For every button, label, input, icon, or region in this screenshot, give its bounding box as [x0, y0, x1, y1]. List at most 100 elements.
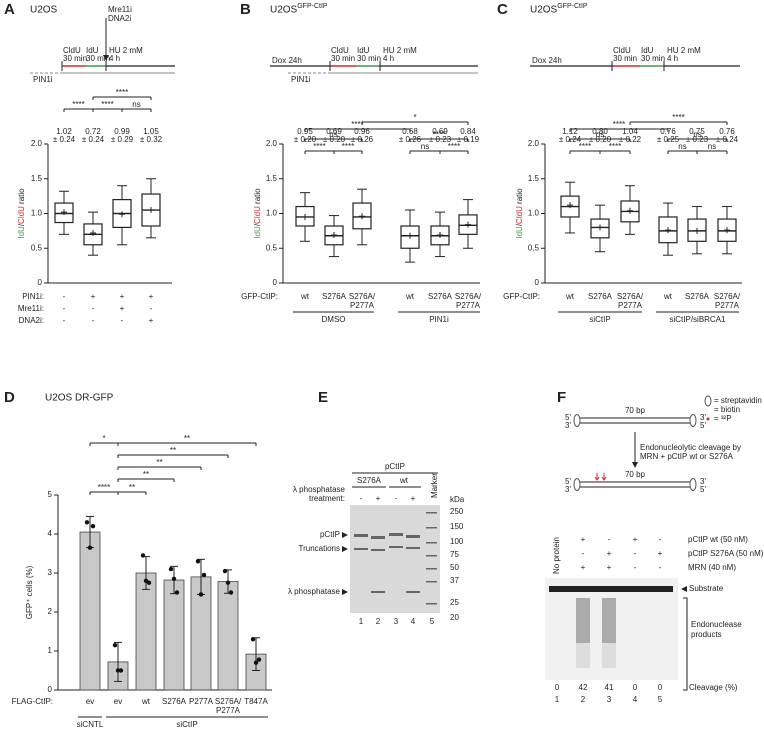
data-point — [87, 545, 93, 550]
y-tick-label: 1.0 — [31, 209, 43, 218]
schematic-label: 30 min — [613, 54, 637, 63]
significance-label: ns — [678, 142, 686, 151]
schematic-label: 4 h — [383, 54, 394, 63]
lane-number: 5 — [658, 695, 663, 704]
data-point — [201, 572, 207, 578]
mean-marker — [90, 229, 96, 236]
schematic-label: IdU — [86, 46, 99, 55]
schematic-label: HU 2 mM — [109, 46, 143, 55]
data-point — [90, 524, 96, 529]
condition-value: - — [63, 304, 66, 313]
group-label: PIN1i — [429, 315, 449, 324]
title-sup: GFP-CtIP — [297, 3, 328, 10]
x-tick-label: S276A — [428, 292, 453, 301]
streptavidin — [573, 478, 581, 491]
stat-label: 0.95 — [297, 127, 313, 136]
substrate-arrow — [681, 586, 687, 592]
condition-value: - — [121, 316, 124, 325]
cleavage-value: 41 — [605, 683, 614, 692]
panel-letter: A — [4, 1, 15, 18]
strand-end: 5' — [700, 421, 706, 430]
condition-value: + — [149, 292, 154, 301]
y-tick-label: 2 — [48, 607, 53, 616]
significance-label: ns — [693, 130, 701, 139]
significance-label: ns — [329, 130, 337, 139]
row-label: MRN (40 nM) — [688, 563, 736, 572]
bar — [79, 531, 101, 691]
row-label: GFP-CtIP: — [503, 292, 540, 301]
y-tick-label: 2.0 — [266, 139, 278, 148]
significance-label: * — [413, 113, 416, 122]
x-tick-label: S276A — [322, 292, 347, 301]
schematic-label: CldU — [63, 46, 81, 55]
chart-title: U2OS DR-GFP — [45, 393, 114, 404]
y-tick-label: 2.0 — [528, 139, 540, 148]
condition-value: + — [120, 304, 125, 313]
x-tick-label: T847A — [244, 697, 268, 706]
significance-label: **** — [342, 142, 354, 151]
strand-end: 5' — [565, 477, 571, 486]
row-label: GFP-CtIP: — [241, 292, 278, 301]
stat-label: 1.02 — [56, 127, 72, 136]
data-point — [253, 660, 259, 665]
panel-letter: B — [240, 1, 251, 18]
streptavidin — [573, 414, 581, 427]
significance-label: ns — [596, 130, 604, 139]
schematic-label: 4 h — [667, 54, 678, 63]
x-tick-label: P277A — [216, 706, 241, 715]
strand-end: 5' — [700, 485, 706, 494]
y-label-part: IdU — [253, 226, 262, 239]
condition-value: - — [92, 316, 95, 325]
cleavage-value: 0 — [555, 683, 560, 692]
gel-sign: + — [376, 494, 381, 503]
group-label: siCtIP — [176, 720, 197, 729]
band-label: Truncations — [299, 544, 341, 553]
group-label: siCtIP/siBRCA1 — [669, 315, 726, 324]
stat-label: 0.76 — [660, 127, 676, 136]
significance-label: **** — [351, 120, 363, 129]
mean-marker — [465, 221, 471, 228]
stat-label: ± 0.25 — [657, 135, 680, 144]
x-tick-label: S276A — [162, 697, 187, 706]
lane-number: 1 — [555, 695, 560, 704]
schematic-label: HU 2 mM — [383, 46, 417, 55]
significance-label: ns — [132, 100, 140, 109]
data-point — [146, 580, 152, 585]
y-tick-label: 1.0 — [266, 209, 278, 218]
data-point — [168, 566, 174, 572]
significance-label: ns — [708, 142, 716, 151]
data-point — [222, 568, 228, 574]
gel-label: Marker — [430, 473, 439, 498]
mean-marker — [61, 209, 67, 216]
row-label: Cleavage (%) — [689, 683, 738, 692]
data-point — [195, 559, 201, 564]
gel-label: treatment: — [309, 494, 345, 503]
lane-number: 4 — [411, 617, 416, 626]
schematic-label: 30 min — [641, 54, 665, 63]
condition-value: - — [150, 304, 153, 313]
stat-label: 1.12 — [562, 127, 578, 136]
gel — [350, 505, 440, 613]
y-tick-label: 1.0 — [528, 209, 540, 218]
strand-end: 3' — [700, 477, 706, 486]
stat-label: 1.04 — [622, 127, 638, 136]
y-tick-label: 0.5 — [528, 243, 540, 252]
cleavage-value: 0 — [658, 683, 663, 692]
mean-marker — [597, 224, 603, 231]
significance-label: **** — [579, 142, 591, 151]
significance-label: **** — [613, 120, 625, 129]
marker-size: 250 — [450, 507, 464, 516]
x-tick-label: wt — [405, 292, 415, 301]
group-label: DMSO — [322, 315, 346, 324]
stat-label: 0.80 — [592, 127, 608, 136]
data-point — [225, 580, 231, 585]
lane-number: 2 — [581, 695, 586, 704]
group-label: siCNTL — [77, 720, 104, 729]
gel-label: kDa — [450, 495, 465, 504]
data-point — [250, 637, 256, 642]
stat-label: ± 0.20 — [589, 135, 612, 144]
stat-label: ± 0.24 — [559, 135, 582, 144]
stat-label: ± 0.26 — [351, 135, 374, 144]
stat-label: 0.96 — [354, 127, 370, 136]
schematic-label: Dox 24h — [272, 56, 302, 65]
